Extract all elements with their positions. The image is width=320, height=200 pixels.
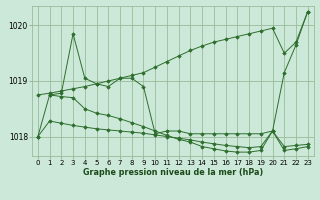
X-axis label: Graphe pression niveau de la mer (hPa): Graphe pression niveau de la mer (hPa) <box>83 168 263 177</box>
